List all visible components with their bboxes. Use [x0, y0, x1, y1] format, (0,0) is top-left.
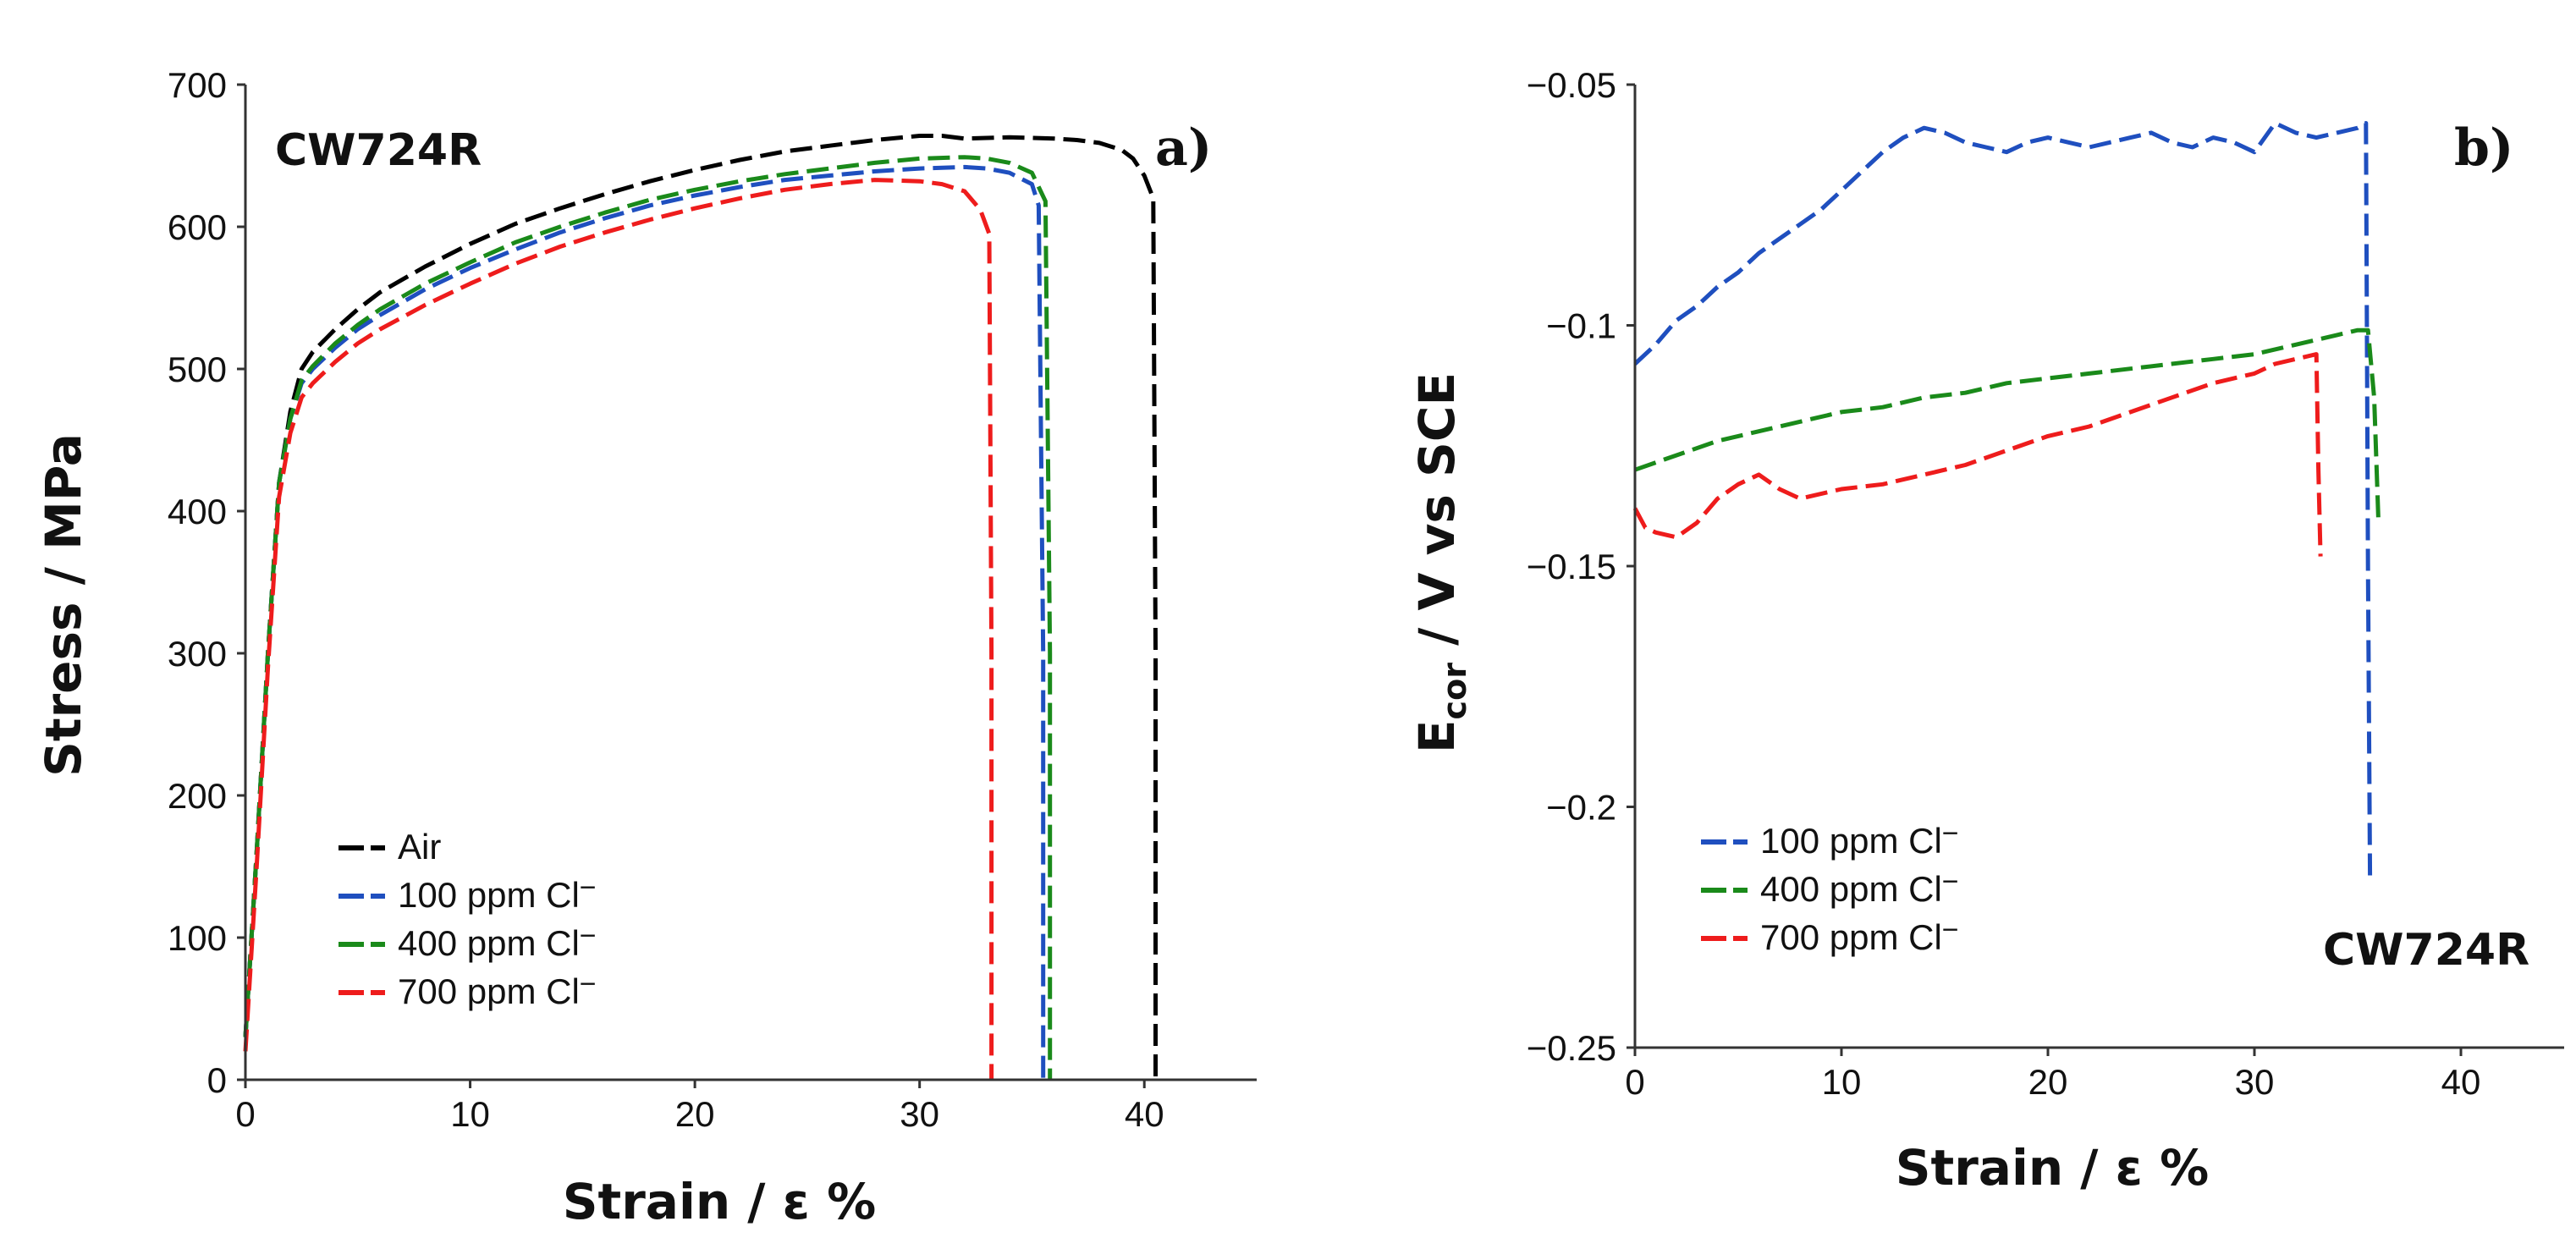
chart-a-annotation: CW724R	[275, 125, 482, 176]
legend-label: 100 ppm Cl−	[398, 872, 597, 915]
y-tick-label: −0.2	[1546, 788, 1616, 828]
legend-superscript: −	[1942, 914, 1959, 946]
y-tick-label: 200	[168, 776, 227, 816]
chart-a-panel-label: a)	[1155, 118, 1212, 178]
y-tick-label: 0	[207, 1060, 227, 1100]
legend-label: 700 ppm Cl−	[1760, 914, 1959, 957]
legend-label: Air	[398, 827, 441, 867]
y-tick-label: 700	[168, 65, 227, 105]
chart-b-ticks: 0 10 20 30 40 −0.05 −0.1 −0.15 −0.2 −0.25	[1527, 65, 2481, 1102]
chart-b-annotation: CW724R	[2323, 925, 2529, 976]
chart-b-y-axis-label-sub: cor	[1436, 663, 1473, 720]
legend-superscript: −	[1942, 817, 1959, 850]
series-line-400-ppm-cl	[1634, 327, 2381, 519]
legend-superscript: −	[580, 872, 597, 904]
x-tick-label: 0	[1625, 1062, 1644, 1102]
chart-b-plot	[1632, 121, 2381, 879]
legend-label: 400 ppm Cl−	[398, 920, 597, 963]
x-tick-label: 40	[1125, 1094, 1164, 1134]
chart-b-y-axis-label-suffix: / V vs SCE	[1408, 372, 1466, 663]
x-tick-label: 20	[2028, 1062, 2068, 1102]
x-tick-label: 10	[450, 1094, 490, 1134]
y-tick-label: −0.25	[1527, 1028, 1616, 1068]
x-tick-label: 0	[235, 1094, 255, 1134]
x-tick-label: 30	[2235, 1062, 2275, 1102]
legend-superscript: −	[580, 920, 597, 952]
x-tick-label: 30	[900, 1094, 939, 1134]
chart-b-y-axis-label: Ecor / V vs SCE	[1408, 372, 1473, 753]
y-tick-label: 100	[168, 918, 227, 958]
y-tick-label: −0.1	[1546, 306, 1616, 346]
series-line-air	[243, 134, 1158, 1080]
x-tick-label: 20	[675, 1094, 715, 1134]
chart-b-y-axis-label-main: E	[1408, 719, 1466, 753]
chart-b-legend: 100 ppm Cl− 400 ppm Cl− 700 ppm Cl−	[1701, 817, 1959, 957]
y-tick-label: 300	[168, 634, 227, 674]
legend-superscript: −	[1942, 866, 1959, 898]
legend-label: 400 ppm Cl−	[1760, 866, 1959, 909]
chart-a-legend: Air 100 ppm Cl− 400 ppm Cl− 700 ppm Cl−	[339, 827, 597, 1011]
x-tick-label: 40	[2441, 1062, 2481, 1102]
chart-b-x-axis-label: Strain / ε %	[1896, 1139, 2210, 1197]
chart-a-x-axis-label: Strain / ε %	[563, 1173, 877, 1230]
chart-b-panel-label: b)	[2454, 118, 2513, 178]
x-tick-label: 10	[1822, 1062, 1862, 1102]
y-tick-label: 400	[168, 492, 227, 531]
y-tick-label: −0.15	[1527, 547, 1616, 586]
chart-a-y-axis-label: Stress / MPa	[35, 433, 92, 777]
chart-b: 0 10 20 30 40 −0.05 −0.1 −0.15 −0.2 −0.25 Strain …	[1408, 65, 2564, 1197]
series-line-100-ppm-cl	[1633, 121, 2373, 879]
y-tick-label: 500	[168, 349, 227, 389]
series-line-400-ppm-cl	[243, 155, 1053, 1080]
legend-label: 700 ppm Cl−	[398, 968, 597, 1011]
legend-superscript: −	[580, 968, 597, 1000]
chart-a-plot	[243, 134, 1158, 1080]
series-line-700-ppm-cl	[243, 178, 994, 1080]
y-tick-label: 600	[168, 207, 227, 247]
y-tick-label: −0.05	[1527, 65, 1616, 105]
chart-a-axes	[244, 85, 1257, 1081]
series-line-700-ppm-cl	[1632, 352, 2323, 557]
svg-text:Ecor / V vs SCE: Ecor / V vs SCE	[1408, 372, 1473, 753]
legend-label: 100 ppm Cl−	[1760, 817, 1959, 861]
